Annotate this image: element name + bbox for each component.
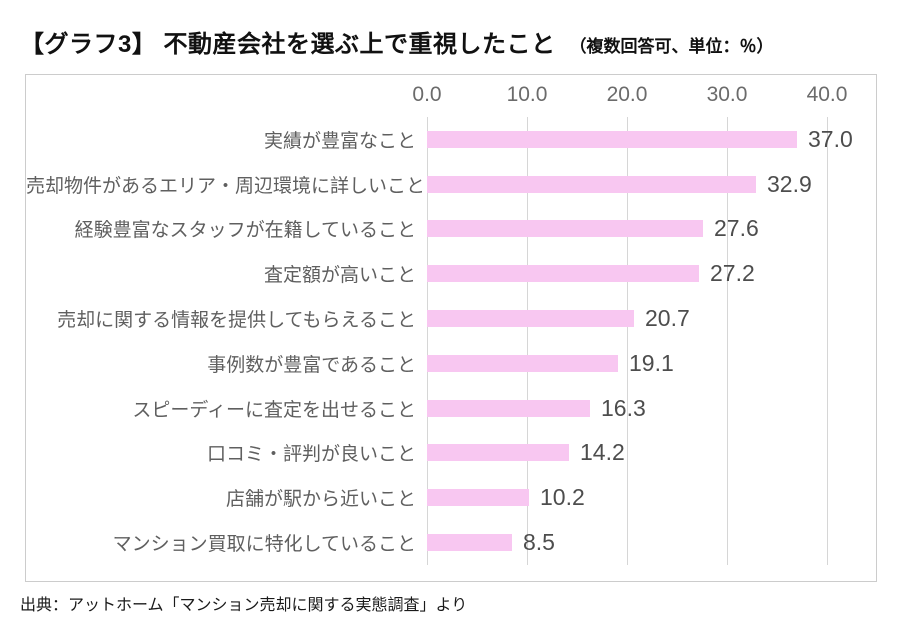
gridline <box>527 117 528 565</box>
category-label: 実績が豊富なこと <box>263 130 416 152</box>
bar <box>427 310 634 328</box>
bar-row: マンション買取に特化していること 8.5 <box>26 520 876 565</box>
bar-row: 売却物件があるエリア・周辺環境に詳しいこと 32.9 <box>26 162 876 207</box>
bar <box>427 130 797 148</box>
bar-rows: 実績が豊富なこと 37.0 売却物件があるエリア・周辺環境に詳しいこと 32.9 経験豊… <box>26 117 876 565</box>
x-tick-label: 10.0 <box>506 83 548 106</box>
x-tick-label: 0.0 <box>412 83 442 106</box>
bar <box>427 175 756 193</box>
category-label: 店舗が駅から近いこと <box>225 489 416 511</box>
bar <box>427 534 512 552</box>
bar <box>427 489 529 507</box>
value-label: 16.3 <box>601 394 646 421</box>
category-label: 経験豊富なスタッフが在籍していること <box>74 220 416 242</box>
value-label: 27.2 <box>710 260 755 287</box>
bar <box>427 399 590 417</box>
bar-row: スピーディーに査定を出せること 16.3 <box>26 386 876 431</box>
bar-row: 実績が豊富なこと 37.0 <box>26 117 876 162</box>
bar-row: 売却に関する情報を提供してもらえること 20.7 <box>26 296 876 341</box>
chart-title: 【グラフ3】 不動産会社を選ぶ上で重視したこと <box>20 31 556 58</box>
value-label: 8.5 <box>523 529 555 556</box>
value-label: 37.0 <box>808 125 853 152</box>
category-label: 売却物件があるエリア・周辺環境に詳しいこと <box>26 175 426 197</box>
source-note: 出典：アットホーム「マンション売却に関する実態調査」より <box>20 597 468 614</box>
value-label: 19.1 <box>629 349 674 376</box>
bar-row: 店舗が駅から近いこと 10.2 <box>26 475 876 520</box>
category-label: マンション買取に特化していること <box>112 534 416 556</box>
category-label: 事例数が豊富であること <box>207 354 416 376</box>
gridline <box>627 117 628 565</box>
bar <box>427 220 703 238</box>
x-tick-label: 20.0 <box>606 83 648 106</box>
value-label: 14.2 <box>580 439 625 466</box>
x-axis-ticks: 0.0 10.0 20.0 30.0 40.0 <box>26 83 876 109</box>
value-label: 27.6 <box>714 215 759 242</box>
bar-row: 事例数が豊富であること 19.1 <box>26 341 876 386</box>
gridline <box>727 117 728 565</box>
bar-row: 経験豊富なスタッフが在籍していること 27.6 <box>26 207 876 252</box>
category-label: 査定額が高いこと <box>263 265 416 287</box>
category-label: スピーディーに査定を出せること <box>132 399 416 421</box>
bar <box>427 444 569 462</box>
x-tick-label: 30.0 <box>706 83 748 106</box>
category-label: 口コミ・評判が良いこと <box>206 444 416 466</box>
bar-row: 査定額が高いこと 27.2 <box>26 251 876 296</box>
gridline <box>427 117 428 565</box>
value-label: 32.9 <box>767 170 812 197</box>
bar <box>427 354 618 372</box>
chart-note: （複数回答可、単位：％） <box>569 37 774 56</box>
value-label: 10.2 <box>540 484 585 511</box>
x-tick-label: 40.0 <box>806 83 848 106</box>
value-label: 20.7 <box>645 305 690 332</box>
chart-area: 0.0 10.0 20.0 30.0 40.0 実績が豊富なこと 37.0 売却物件があるエ… <box>25 74 877 582</box>
plot-area: 実績が豊富なこと 37.0 売却物件があるエリア・周辺環境に詳しいこと 32.9 経験豊… <box>26 117 876 565</box>
bar-row: 口コミ・評判が良いこと 14.2 <box>26 431 876 476</box>
bar <box>427 265 699 283</box>
category-label: 売却に関する情報を提供してもらえること <box>57 310 416 332</box>
chart-header: 【グラフ3】 不動産会社を選ぶ上で重視したこと （複数回答可、単位：％） <box>20 24 774 59</box>
gridline <box>827 117 828 565</box>
